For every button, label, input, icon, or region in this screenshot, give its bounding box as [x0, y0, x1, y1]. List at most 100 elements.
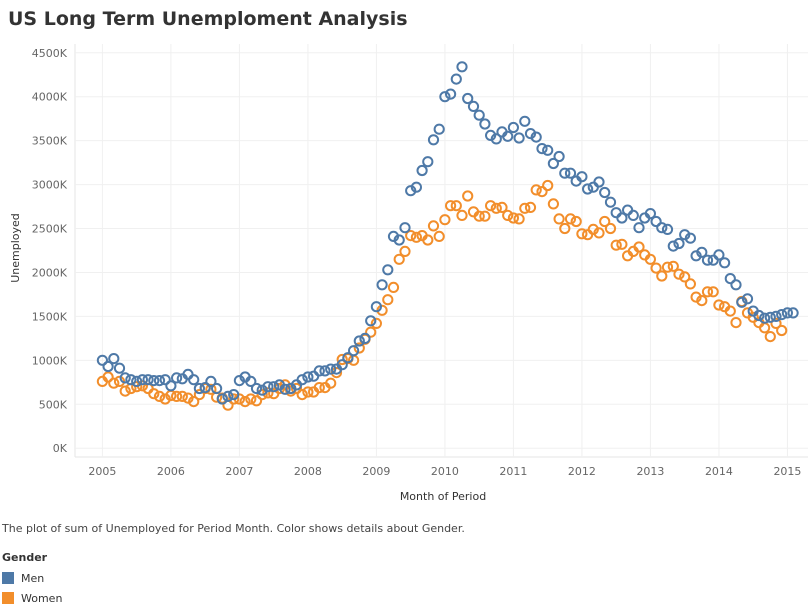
data-point-men[interactable]	[159, 374, 171, 386]
data-point-men[interactable]	[302, 371, 314, 383]
data-point-men[interactable]	[382, 264, 394, 276]
data-point-men[interactable]	[359, 332, 371, 344]
data-point-women[interactable]	[696, 295, 708, 307]
data-point-men[interactable]	[479, 118, 491, 130]
data-point-men[interactable]	[96, 354, 109, 366]
data-point-men[interactable]	[416, 164, 428, 177]
data-point-men[interactable]	[633, 222, 645, 234]
data-point-men[interactable]	[279, 383, 291, 395]
data-point-women[interactable]	[365, 326, 377, 338]
data-point-women[interactable]	[405, 230, 417, 242]
data-point-women[interactable]	[439, 214, 451, 226]
data-point-women[interactable]	[102, 371, 114, 383]
data-point-women[interactable]	[530, 184, 542, 196]
data-point-men[interactable]	[153, 375, 166, 387]
data-point-women[interactable]	[325, 377, 337, 389]
data-point-women[interactable]	[582, 229, 594, 241]
data-point-men[interactable]	[113, 362, 126, 374]
data-point-men[interactable]	[707, 254, 719, 266]
data-point-women[interactable]	[353, 342, 365, 354]
data-point-men[interactable]	[764, 311, 776, 323]
data-point-men[interactable]	[348, 345, 360, 357]
data-point-men[interactable]	[553, 150, 565, 163]
data-point-men[interactable]	[188, 374, 200, 386]
data-point-men[interactable]	[650, 215, 662, 228]
data-point-men[interactable]	[661, 223, 674, 235]
data-point-men[interactable]	[325, 363, 337, 375]
data-point-women[interactable]	[776, 324, 788, 337]
data-point-women[interactable]	[290, 382, 303, 395]
data-point-men[interactable]	[365, 315, 377, 327]
data-point-women[interactable]	[336, 353, 348, 366]
data-point-women[interactable]	[188, 396, 200, 408]
data-point-men[interactable]	[542, 144, 554, 156]
data-point-women[interactable]	[490, 202, 502, 214]
data-point-women[interactable]	[730, 317, 742, 329]
data-point-men[interactable]	[547, 157, 560, 170]
data-point-women[interactable]	[473, 210, 485, 222]
data-point-men[interactable]	[513, 132, 525, 144]
data-point-men[interactable]	[724, 273, 736, 285]
data-point-women[interactable]	[507, 212, 520, 224]
data-point-men[interactable]	[519, 115, 531, 127]
data-point-men[interactable]	[576, 171, 588, 183]
data-point-women[interactable]	[387, 281, 400, 293]
data-point-women[interactable]	[239, 396, 251, 408]
data-point-men[interactable]	[222, 390, 234, 402]
data-point-men[interactable]	[502, 130, 514, 142]
data-point-men[interactable]	[445, 88, 457, 100]
data-point-women[interactable]	[701, 286, 714, 298]
data-point-men[interactable]	[627, 209, 639, 221]
legend-item-women[interactable]: Women	[2, 588, 62, 608]
data-point-men[interactable]	[684, 232, 697, 244]
data-point-women[interactable]	[131, 381, 143, 393]
data-point-women[interactable]	[564, 213, 577, 225]
data-point-men[interactable]	[199, 382, 211, 394]
data-point-women[interactable]	[399, 245, 411, 257]
data-point-women[interactable]	[302, 386, 314, 398]
data-point-men[interactable]	[781, 307, 794, 319]
data-point-men[interactable]	[131, 375, 143, 387]
data-point-men[interactable]	[604, 196, 617, 208]
data-point-women[interactable]	[604, 222, 617, 235]
data-point-men[interactable]	[245, 375, 257, 387]
data-point-men[interactable]	[582, 183, 594, 195]
data-point-women[interactable]	[536, 186, 548, 198]
data-point-women[interactable]	[684, 278, 697, 290]
data-point-women[interactable]	[245, 393, 257, 405]
data-point-men[interactable]	[741, 293, 754, 305]
data-point-men[interactable]	[148, 375, 160, 387]
data-point-men[interactable]	[530, 131, 542, 143]
data-point-women[interactable]	[576, 228, 588, 240]
data-point-men[interactable]	[490, 133, 502, 145]
data-point-men[interactable]	[313, 365, 325, 377]
data-point-men[interactable]	[268, 381, 280, 393]
data-point-men[interactable]	[376, 279, 388, 291]
data-point-women[interactable]	[502, 209, 514, 221]
data-point-women[interactable]	[644, 253, 657, 265]
data-point-men[interactable]	[673, 237, 685, 250]
data-point-women[interactable]	[422, 234, 434, 246]
data-point-men[interactable]	[507, 121, 520, 134]
data-point-women[interactable]	[262, 387, 274, 399]
data-point-men[interactable]	[319, 365, 331, 377]
data-point-women[interactable]	[296, 389, 308, 401]
data-point-women[interactable]	[485, 200, 497, 212]
data-point-men[interactable]	[205, 375, 217, 387]
data-point-men[interactable]	[399, 222, 411, 234]
data-point-women[interactable]	[250, 395, 263, 407]
data-point-women[interactable]	[553, 213, 565, 225]
legend-item-men[interactable]: Men	[2, 568, 62, 588]
data-point-men[interactable]	[136, 374, 148, 386]
data-point-men[interactable]	[370, 301, 382, 313]
data-point-men[interactable]	[427, 134, 440, 146]
data-point-men[interactable]	[696, 246, 708, 258]
data-point-men[interactable]	[433, 123, 445, 135]
data-point-women[interactable]	[707, 286, 719, 298]
data-point-women[interactable]	[462, 190, 474, 202]
data-point-men[interactable]	[456, 61, 468, 73]
data-point-men[interactable]	[730, 279, 742, 291]
data-point-men[interactable]	[216, 393, 228, 405]
data-point-men[interactable]	[656, 222, 668, 234]
data-point-men[interactable]	[250, 382, 263, 395]
